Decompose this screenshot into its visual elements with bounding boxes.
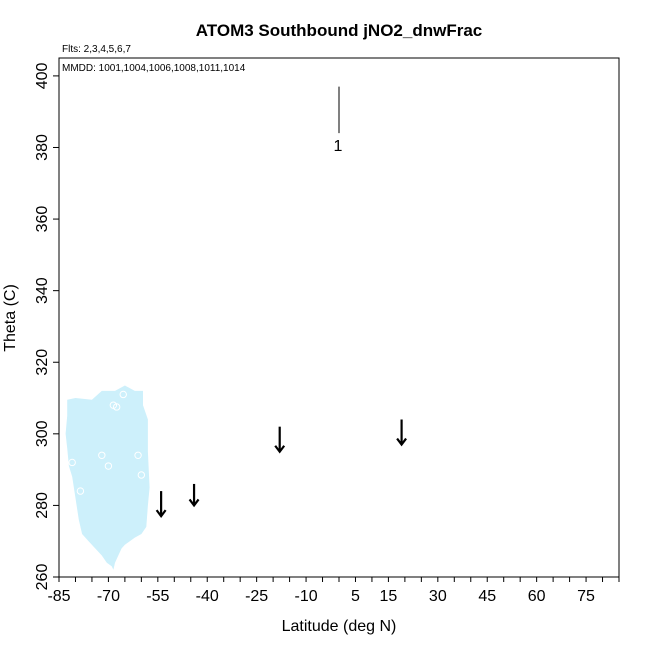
data-point — [134, 451, 142, 460]
y-tick-label: 360 — [34, 206, 51, 233]
x-tick-label: 45 — [478, 588, 496, 605]
data-point — [119, 390, 127, 399]
x-tick-label: -25 — [245, 588, 268, 605]
arrow-head — [188, 498, 200, 508]
x-tick-label: 15 — [380, 588, 398, 605]
data-point — [98, 451, 106, 460]
y-tick-label: 340 — [34, 277, 51, 304]
arrow-head — [155, 509, 167, 518]
chart-title: ATOM3 Southbound jNO2_dnwFrac — [196, 21, 483, 40]
filled-region — [65, 385, 150, 570]
data-point — [112, 403, 121, 411]
y-axis: 260 280 300 320 340 360 380 400 — [34, 62, 59, 590]
data-point — [68, 458, 76, 467]
data-point — [137, 471, 146, 479]
dates-annotation: MMDD: 1001,1004,1006,1008,1011,1014 — [62, 63, 246, 74]
y-tick-label: 320 — [34, 349, 51, 376]
y-axis-title: Theta (C) — [2, 284, 19, 352]
plot-area: 1 — [65, 86, 407, 570]
y-tick-label: 380 — [34, 134, 51, 161]
y-tick-label: 400 — [34, 62, 51, 89]
x-tick-label: -55 — [146, 588, 169, 605]
scale-label: 1 — [334, 138, 343, 155]
x-tick-label: -10 — [294, 588, 317, 605]
x-tick-label: 60 — [528, 588, 546, 605]
y-tick-label: 280 — [34, 492, 51, 519]
data-point — [76, 487, 85, 495]
x-tick-label: 30 — [429, 588, 447, 605]
y-tick-label: 300 — [34, 420, 51, 447]
data-point — [104, 462, 113, 470]
x-tick-label: 5 — [351, 588, 360, 605]
arrow-head — [274, 445, 286, 454]
x-tick-label: -70 — [97, 588, 120, 605]
x-axis-title: Latitude (deg N) — [282, 618, 397, 635]
x-tick-label: -40 — [196, 588, 219, 605]
x-tick-label: 75 — [577, 588, 595, 605]
y-tick-label: 260 — [34, 564, 51, 591]
arrow-head — [396, 437, 407, 447]
flights-annotation: Flts: 2,3,4,5,6,7 — [62, 44, 131, 55]
x-axis: -85 -70 -55 -40 -25 -10 5 15 30 45 60 75 — [47, 577, 620, 605]
x-tick-label: -85 — [47, 588, 70, 605]
